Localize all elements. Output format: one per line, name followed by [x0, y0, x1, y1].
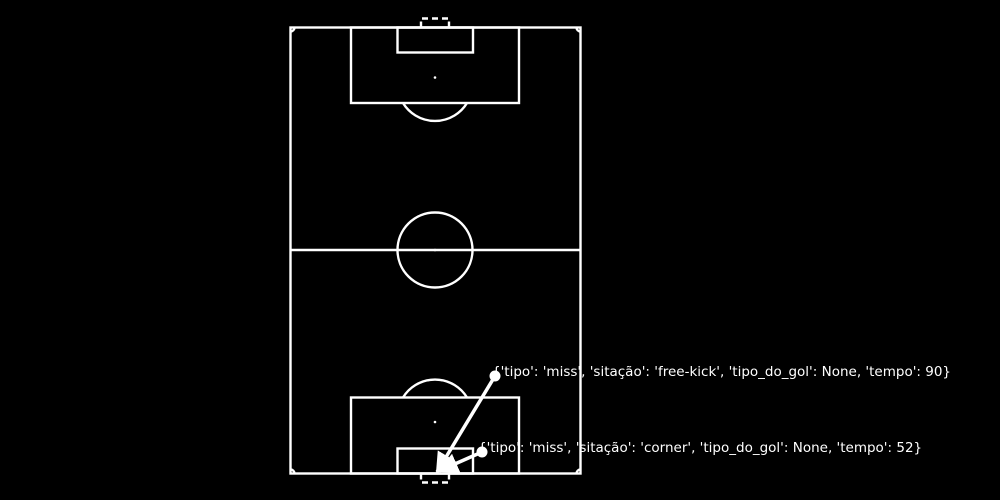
center-spot: [433, 248, 437, 252]
corner-arc-bottom-left: [290, 468, 296, 474]
shot-2-origin-marker: [476, 446, 488, 458]
top-penalty-arc: [401, 102, 469, 123]
bottom-penalty-area: [349, 396, 521, 475]
bottom-goal: [419, 473, 451, 484]
corner-arc-bottom-right: [575, 468, 581, 474]
shot-1-label: {'tipo': 'miss', 'sitação': 'free-kick',…: [492, 364, 951, 380]
corner-arc-top-right: [575, 27, 581, 33]
corner-arc-top-left: [290, 27, 296, 33]
shot-1-origin-marker: [489, 370, 501, 382]
shot-2-label: {'tipo': 'miss', 'sitação': 'corner', 't…: [478, 440, 922, 456]
top-goal-area: [396, 26, 475, 54]
center-circle: [396, 211, 474, 289]
bottom-goal-area: [396, 447, 475, 475]
top-penalty-area: [349, 26, 521, 105]
top-goal: [419, 17, 451, 28]
bottom-penalty-spot: [433, 420, 437, 424]
shot-2-arrow: [437, 450, 483, 473]
top-penalty-spot: [433, 76, 437, 79]
shot-2: {'tipo': 'miss', 'sitação': 'corner', 't…: [437, 440, 922, 473]
bottom-penalty-arc: [401, 378, 469, 399]
